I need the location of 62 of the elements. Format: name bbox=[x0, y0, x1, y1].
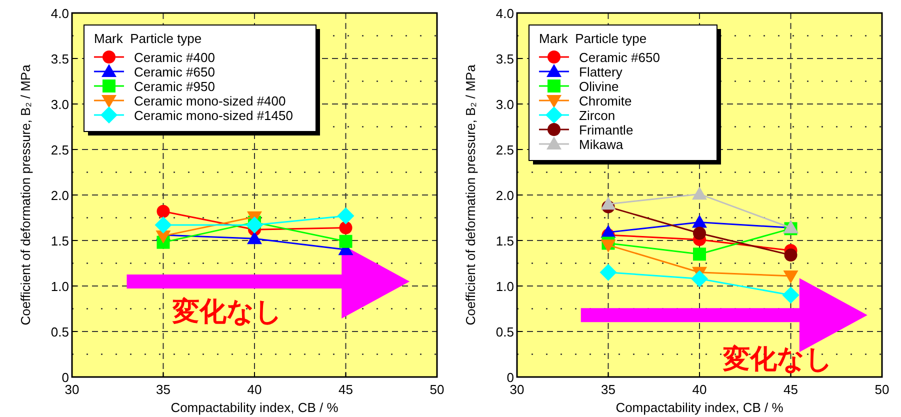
point bbox=[693, 226, 706, 240]
y-axis-title: Coefficient of deformation pressure, B₂ / MPa bbox=[463, 64, 478, 326]
x-axis-title: Compactability index, CB / % bbox=[170, 400, 339, 415]
x-tick-label: 50 bbox=[874, 382, 890, 397]
point bbox=[692, 186, 707, 200]
x-tick-label: 50 bbox=[430, 382, 444, 397]
y-tick-label: 3.5 bbox=[496, 52, 514, 66]
point bbox=[337, 207, 354, 224]
legend-label: Ceramic #650 bbox=[134, 64, 215, 80]
x-tick-label: 30 bbox=[64, 382, 80, 397]
point bbox=[600, 264, 617, 281]
legend-label: Olivine bbox=[579, 79, 619, 94]
legend-title: Mark Particle type bbox=[94, 31, 202, 46]
x-tick-label: 35 bbox=[156, 382, 170, 397]
y-tick-label: 0 bbox=[506, 370, 514, 385]
legend-label: Mikawa bbox=[579, 137, 624, 152]
legend-label: Ceramic mono-sized #400 bbox=[134, 94, 286, 108]
point bbox=[782, 286, 800, 304]
y-tick-label: 1.0 bbox=[496, 279, 514, 294]
point bbox=[154, 216, 172, 234]
x-axis-title: Compactability index, CB / % bbox=[616, 400, 784, 415]
legend-label: Zircon bbox=[579, 108, 616, 123]
y-tick-label: 0.5 bbox=[496, 324, 514, 340]
legend-label: Frimantle bbox=[579, 122, 634, 138]
legend-label: Flattery bbox=[579, 64, 623, 80]
point bbox=[600, 196, 616, 210]
legend-label: Ceramic #400 bbox=[134, 50, 215, 65]
x-tick-label: 45 bbox=[338, 382, 353, 397]
annotation: 変化なし bbox=[722, 344, 834, 374]
x-tick-label: 40 bbox=[247, 382, 262, 397]
point bbox=[339, 221, 352, 234]
point bbox=[693, 248, 706, 261]
x-tick-label: 40 bbox=[692, 382, 707, 397]
x-tick-label: 30 bbox=[510, 382, 524, 397]
legend-label: Ceramic #650 bbox=[579, 50, 660, 65]
y-tick-label: 4.0 bbox=[496, 6, 514, 21]
y-tick-label: 3.0 bbox=[50, 97, 69, 112]
point bbox=[783, 270, 798, 284]
y-tick-label: 3.5 bbox=[50, 52, 69, 66]
y-tick-label: 0.5 bbox=[50, 324, 69, 340]
annotation: 変化なし bbox=[171, 296, 282, 327]
x-tick-label: 45 bbox=[784, 382, 798, 397]
y-tick-label: 2.5 bbox=[496, 142, 514, 158]
point bbox=[156, 204, 170, 218]
y-tick-label: 1.0 bbox=[50, 279, 69, 294]
y-tick-label: 0 bbox=[62, 370, 69, 385]
legend-title: Mark Particle type bbox=[539, 31, 647, 46]
y-tick-label: 3.0 bbox=[496, 97, 514, 112]
point bbox=[600, 240, 616, 253]
x-tick-label: 35 bbox=[601, 382, 616, 397]
point bbox=[691, 270, 708, 288]
y-tick-label: 1.5 bbox=[496, 234, 514, 248]
y-tick-label: 1.5 bbox=[50, 234, 69, 248]
point bbox=[784, 248, 798, 262]
legend-label: Ceramic mono-sized #1450 bbox=[134, 108, 293, 123]
y-tick-label: 4.0 bbox=[50, 6, 69, 21]
legend-label: Chromite bbox=[579, 94, 632, 108]
y-tick-label: 2.5 bbox=[50, 142, 69, 158]
legend-label: Ceramic #950 bbox=[134, 79, 215, 94]
y-axis-title: Coefficient of deformation pressure, B₂ / MPa bbox=[18, 64, 33, 326]
y-tick-label: 2.0 bbox=[496, 188, 514, 203]
y-tick-label: 2.0 bbox=[50, 188, 69, 203]
